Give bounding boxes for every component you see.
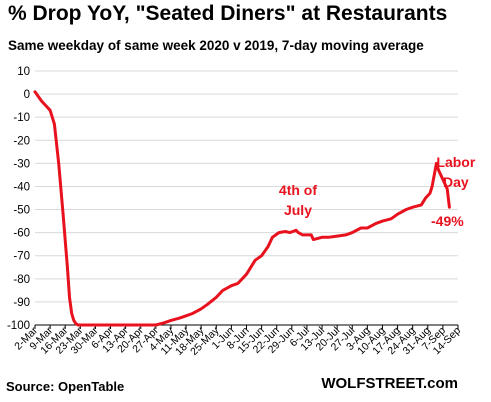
- annotation-4th-of: 4th of: [279, 182, 317, 198]
- y-tick-label: -30: [13, 158, 30, 170]
- annotations-layer: 4th of July Labor Day -49%: [279, 154, 476, 229]
- y-tick-label: -20: [13, 135, 30, 147]
- grid-lines: [35, 70, 458, 303]
- x-axis-ticks: 2-Mar9-Mar16-Mar23-Mar30-Mar6-Apr13-Apr2…: [12, 324, 463, 358]
- chart-subtitle: Same weekday of same week 2020 v 2019, 7…: [8, 38, 424, 53]
- annotation-final-value: -49%: [431, 213, 464, 229]
- y-tick-label: -80: [13, 274, 30, 286]
- series-layer: [33, 90, 451, 327]
- y-tick-label: 10: [17, 66, 30, 78]
- annotation-day: Day: [443, 174, 469, 190]
- y-tick-label: -10: [13, 112, 30, 124]
- series-line-seated-diners: [33, 90, 451, 327]
- y-tick-label: -90: [13, 297, 30, 309]
- brand-watermark: WOLFSTREET.com: [321, 375, 458, 392]
- source-note: Source: OpenTable: [6, 379, 125, 394]
- y-tick-label: -50: [13, 205, 30, 217]
- y-tick-label: 0: [24, 89, 30, 101]
- annotation-july: July: [284, 202, 312, 218]
- y-tick-label: -70: [13, 251, 30, 263]
- y-axis-ticks: 10 0 -10 -20 -30 -40 -50 -60 -70 -80 -90 -100: [7, 66, 30, 332]
- y-tick-label: -40: [13, 181, 30, 193]
- annotation-labor: Labor: [436, 154, 475, 170]
- y-tick-label: -60: [13, 228, 30, 240]
- chart-title: % Drop YoY, "Seated Diners" at Restauran…: [8, 2, 448, 25]
- y-tick-label: -100: [7, 320, 30, 332]
